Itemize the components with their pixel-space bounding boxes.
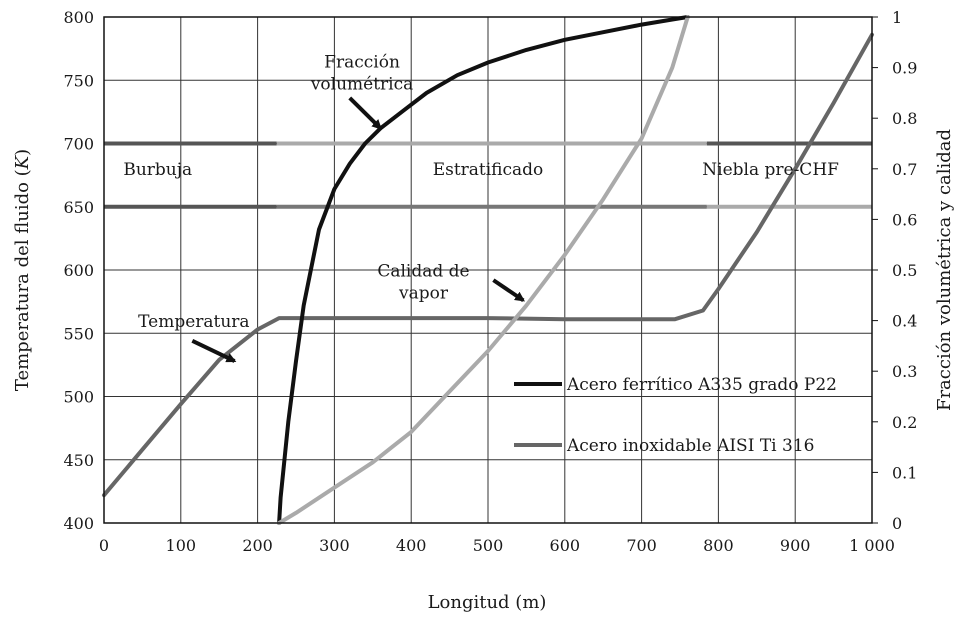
y-right-tick-label: 0 [892,514,902,533]
y-left-tick-label: 700 [63,135,94,154]
annotation-text: Calidad de [377,261,469,281]
series-lines [102,15,874,525]
legend: Acero ferrítico A335 grado P22 Acero inox… [514,375,837,456]
y-left-tick-label: 600 [63,261,94,280]
y-left-tick-label: 450 [63,451,94,470]
x-tick-label: 400 [396,536,427,555]
y-left-tick-label: 400 [63,514,94,533]
x-tick-label: 100 [166,536,197,555]
x-tick-label: 300 [319,536,350,555]
annotation-text: vapor [398,283,449,303]
y-left-axis-title: Temperatura del fluido (K) [12,149,33,391]
regime-boundaries [104,141,872,209]
x-tick-label: 200 [242,536,273,555]
x-tick-label: 0 [99,536,109,555]
series-line [102,32,874,498]
regime-label: Burbuja [123,160,192,180]
legend-label: Acero inoxidable AISI Ti 316 [566,436,814,456]
y-right-axis-title: Fracción volumétrica y calidad [934,129,955,411]
y-right-tick-label: 0.4 [892,312,917,331]
series-line [277,15,690,525]
y-right-tick-label: 0.2 [892,413,917,432]
y-left-tick-label: 550 [63,324,94,343]
annotation-arrow [348,96,382,130]
y-right-tick-label: 0.6 [892,210,917,229]
y-right-tick-label: 0.9 [892,59,917,78]
x-tick-label: 500 [473,536,504,555]
y-right-tick-label: 0.8 [892,109,917,128]
y-right-tick-label: 0.7 [892,160,917,179]
x-axis-title: Longitud (m) [428,592,547,613]
series-line [277,15,690,525]
regime-label: Niebla pre-CHF [702,160,839,180]
x-tick-label: 800 [703,536,734,555]
x-tick-labels: 0 100 200 300 400 500 600 700 800 900 1 000 [99,536,895,555]
y-left-tick-label: 800 [63,8,94,27]
y-right-tick-label: 1 [892,8,902,27]
annotation-text: Fracción [324,53,400,73]
y-left-axis-title-text: Temperatura del fluido ( [12,169,33,391]
y-right-tick-labels: 0 0.1 0.2 0.3 0.4 0.5 0.6 0.7 0.8 0.9 1 [872,8,917,533]
y-right-tick-label: 0.3 [892,362,917,381]
y-left-tick-label: 500 [63,388,94,407]
x-tick-label: 600 [550,536,581,555]
y-left-axis-title-close: ) [12,149,33,156]
x-tick-label: 900 [780,536,811,555]
y-left-tick-label: 650 [63,198,94,217]
y-left-tick-labels: 400 450 500 550 600 650 700 750 800 [63,8,94,533]
regime-label: Estratificado [433,160,544,180]
annotation-text: volumétrica [310,75,413,95]
annotation-text: Temperatura [138,312,249,332]
y-right-tick-label: 0.5 [892,261,917,280]
y-right-tick-label: 0.1 [892,463,917,482]
y-left-tick-label: 750 [63,71,94,90]
regime-labels: Burbuja Estratificado Niebla pre-CHF [123,160,839,180]
y-left-axis-title-unit: K [12,154,33,170]
annotation-arrow [191,339,237,363]
x-tick-label: 700 [626,536,657,555]
annotation-arrow [492,278,525,303]
x-tick-label: 1 000 [849,536,895,555]
legend-label: Acero ferrítico A335 grado P22 [566,375,837,395]
